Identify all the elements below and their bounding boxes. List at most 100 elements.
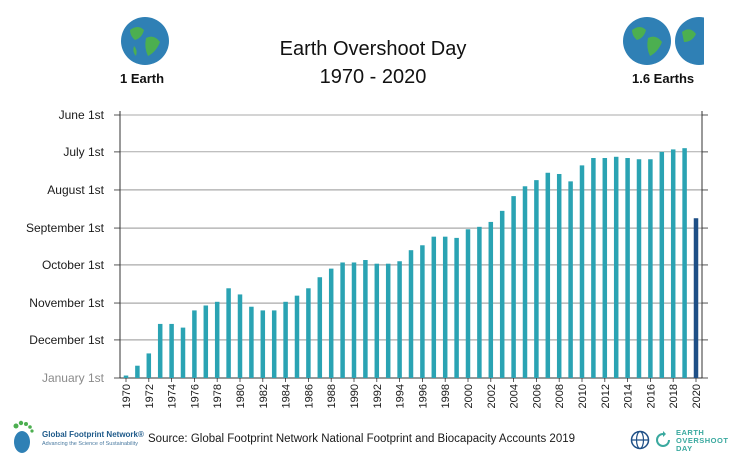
bar xyxy=(249,306,254,378)
x-tick-label: 1986 xyxy=(303,384,315,408)
bar xyxy=(157,323,163,378)
bar xyxy=(499,210,505,378)
bar xyxy=(636,159,642,378)
bar xyxy=(385,263,391,378)
bar xyxy=(420,245,425,378)
bar xyxy=(568,181,573,378)
bar xyxy=(545,172,551,378)
bar xyxy=(169,323,174,378)
bar xyxy=(556,173,562,378)
eod-word-day: DAY xyxy=(676,444,693,453)
x-tick-label: 2008 xyxy=(554,384,566,408)
x-tick-label: 1978 xyxy=(212,384,224,408)
refresh-arrow-icon xyxy=(656,431,670,447)
x-tick-label: 1984 xyxy=(281,384,293,408)
x-tick-label: 1988 xyxy=(326,384,338,408)
x-tick-label: 1974 xyxy=(167,384,179,408)
bar xyxy=(374,263,380,378)
x-tick-label: 1972 xyxy=(144,384,156,408)
x-tick-label: 2010 xyxy=(577,384,589,408)
bar xyxy=(397,261,402,378)
bar xyxy=(465,229,471,378)
bar xyxy=(591,158,596,378)
x-tick-label: 1998 xyxy=(440,384,452,408)
bar xyxy=(693,218,699,378)
bar xyxy=(135,365,140,378)
x-tick-label: 2016 xyxy=(645,384,657,408)
bar xyxy=(602,158,608,378)
bar xyxy=(146,353,152,378)
bar xyxy=(192,310,197,378)
bar xyxy=(317,277,323,378)
bar xyxy=(306,288,311,378)
bar xyxy=(260,310,266,378)
one-point-six-earths-label: 1.6 Earths xyxy=(632,71,695,86)
first-earth-globe-icon xyxy=(623,17,671,65)
x-tick-label: 2000 xyxy=(463,384,475,408)
x-tick-label: 2004 xyxy=(509,384,521,408)
y-tick-label: January 1st xyxy=(42,371,105,385)
bar xyxy=(659,151,665,378)
bar xyxy=(522,186,528,378)
bar xyxy=(613,156,619,378)
bar xyxy=(477,226,482,378)
chart-subtitle: 1970 - 2020 xyxy=(319,66,427,88)
eod-word-earth: EARTH xyxy=(676,428,705,437)
bar xyxy=(488,221,494,378)
bar xyxy=(328,268,334,378)
partial-earth-globe-icon xyxy=(675,17,704,65)
x-tick-label: 1970 xyxy=(121,384,133,408)
x-tick-label: 1990 xyxy=(349,384,361,408)
x-tick-label: 2012 xyxy=(600,384,612,408)
bar xyxy=(214,301,220,378)
y-tick-label: September 1st xyxy=(26,221,105,235)
x-tick-label: 2018 xyxy=(668,384,680,408)
x-tick-label: 2002 xyxy=(486,384,498,408)
bar xyxy=(271,310,277,378)
bar xyxy=(123,375,129,378)
gfn-name: Global Footprint Network® xyxy=(42,430,144,439)
bar xyxy=(431,236,437,378)
x-tick-label: 1992 xyxy=(372,384,384,408)
bar xyxy=(180,327,186,378)
y-tick-label: August 1st xyxy=(47,183,104,197)
x-tick-label: 1994 xyxy=(395,384,407,408)
bar xyxy=(351,262,357,378)
bar xyxy=(454,237,459,378)
bar xyxy=(283,301,288,378)
source-note: Source: Global Footprint Network Nationa… xyxy=(148,433,576,445)
globe-outline-icon xyxy=(630,430,650,450)
y-tick-label: June 1st xyxy=(59,108,105,122)
bar xyxy=(226,288,231,378)
bar xyxy=(625,158,630,378)
gfn-logo: Global Footprint Network® Advancing the … xyxy=(8,418,144,458)
footprint-icon xyxy=(13,420,34,453)
bar xyxy=(442,236,448,378)
bar xyxy=(237,294,243,378)
y-tick-label: December 1st xyxy=(29,333,104,347)
gfn-tagline: Advancing the Science of Sustainability xyxy=(42,441,139,447)
bar xyxy=(340,262,345,378)
x-tick-label: 2006 xyxy=(531,384,543,408)
bar xyxy=(670,149,676,378)
one-earth-label: 1 Earth xyxy=(120,71,165,86)
bar xyxy=(682,148,687,378)
bar xyxy=(203,305,209,378)
bar xyxy=(363,260,368,378)
x-tick-label: 2014 xyxy=(623,384,635,408)
earth-overshoot-day-logo: EARTH OVERSHOOT DAY xyxy=(630,426,740,458)
chart-title: Earth Overshoot Day xyxy=(279,38,467,60)
x-tick-label: 1980 xyxy=(235,384,247,408)
one-earth-globe-icon xyxy=(121,17,169,65)
bar xyxy=(294,295,300,378)
x-tick-label: 1976 xyxy=(189,384,201,408)
eod-word-overshoot: OVERSHOOT xyxy=(676,436,729,445)
y-tick-label: November 1st xyxy=(29,296,104,310)
bar xyxy=(511,196,516,378)
x-tick-label: 2020 xyxy=(691,384,703,408)
y-tick-label: July 1st xyxy=(63,145,104,159)
y-tick-label: October 1st xyxy=(42,258,105,272)
x-tick-label: 1982 xyxy=(258,384,270,408)
bar xyxy=(648,159,653,378)
